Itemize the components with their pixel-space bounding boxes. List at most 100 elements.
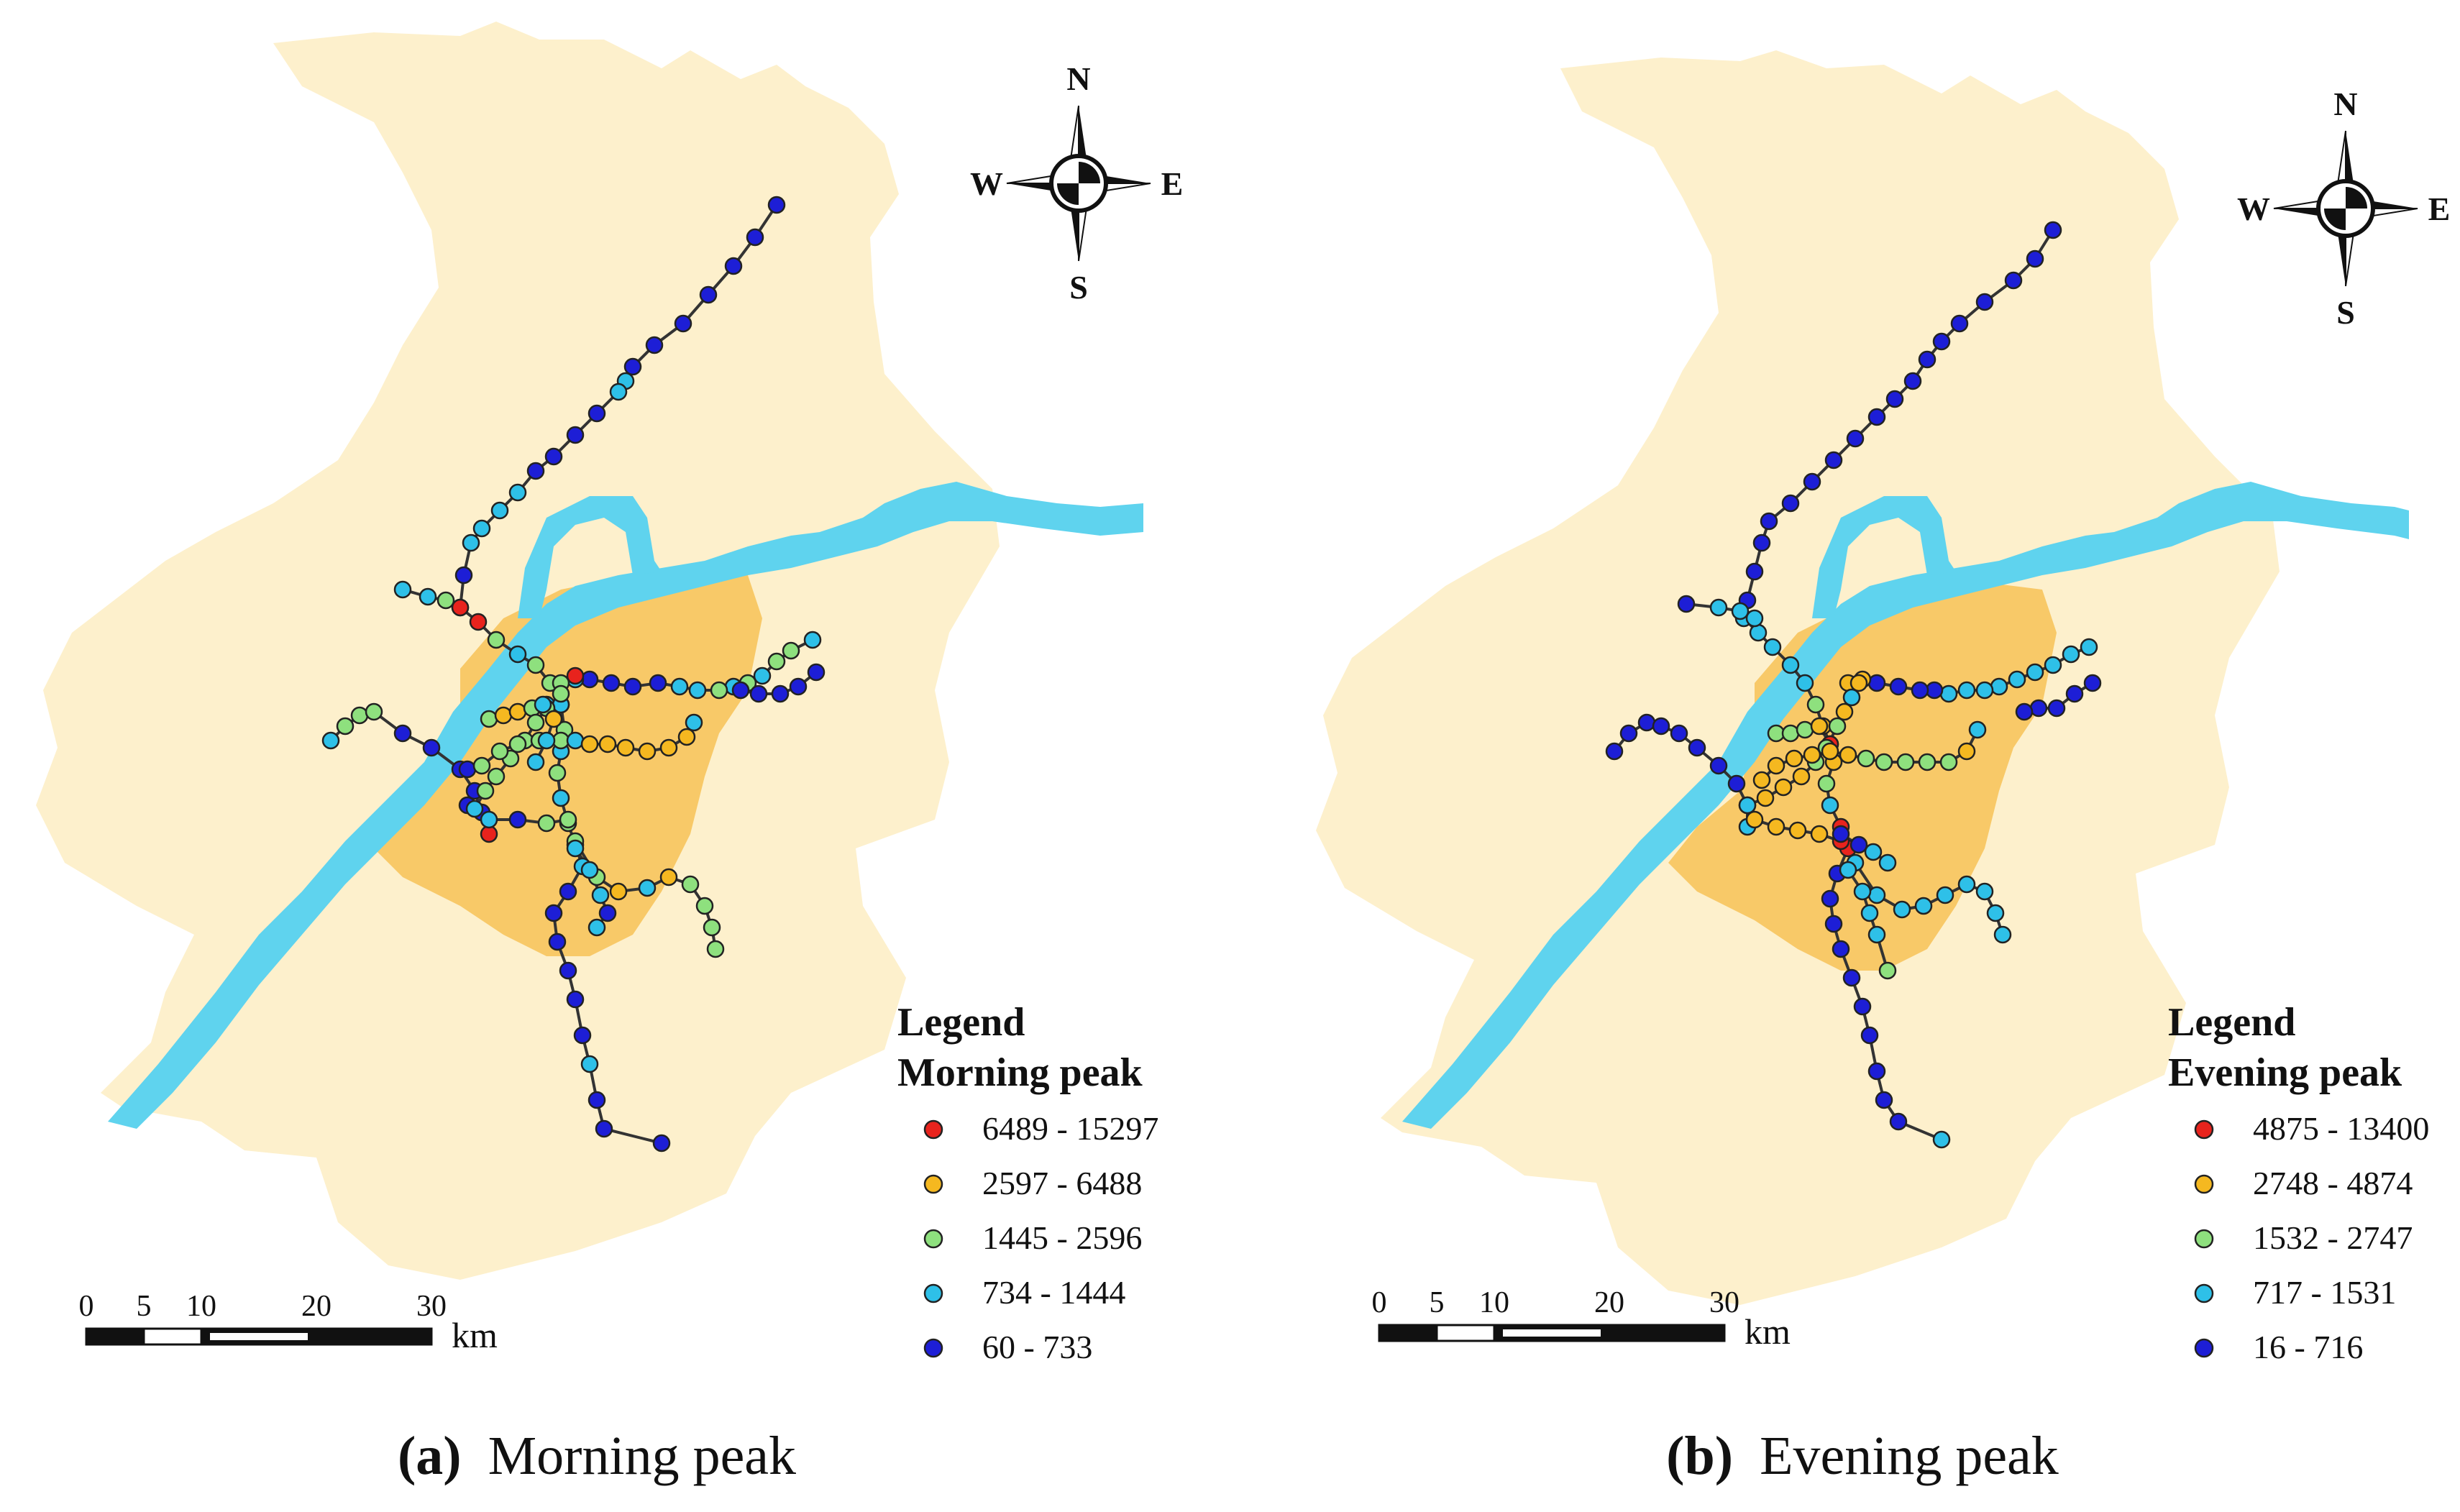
- scale-segment-inner: [148, 1333, 197, 1340]
- scale-tick-label: 5: [137, 1290, 152, 1323]
- station-marker: [1752, 771, 1771, 789]
- station-marker: [703, 918, 721, 937]
- station-marker: [1817, 774, 1836, 793]
- scale-tick-label: 5: [1430, 1286, 1445, 1319]
- station-marker: [1781, 656, 1800, 674]
- compass-quadrant: [1079, 162, 1100, 183]
- station-marker: [508, 735, 527, 753]
- station-marker: [1975, 882, 1994, 901]
- station-marker: [1939, 753, 1958, 771]
- station-marker: [552, 684, 570, 703]
- station-marker: [1760, 512, 1778, 531]
- legend-swatch: [2194, 1174, 2214, 1194]
- station-marker: [1605, 742, 1624, 761]
- station-marker: [1889, 677, 1908, 696]
- station-marker: [1950, 314, 1969, 333]
- caption-letter: (b): [1666, 1426, 1733, 1486]
- station-marker: [566, 426, 585, 444]
- station-marker: [1975, 293, 1994, 311]
- station-marker: [1745, 562, 1764, 581]
- station-marker: [1781, 494, 1800, 513]
- station-marker: [1875, 1091, 1893, 1109]
- legend-swatch: [923, 1338, 943, 1358]
- stations: [1605, 221, 2102, 1149]
- station-marker: [595, 1119, 613, 1138]
- station-marker: [548, 764, 567, 782]
- station-marker: [1806, 695, 1825, 714]
- scale-segment-inner: [1441, 1329, 1490, 1337]
- station-marker: [1990, 677, 2008, 696]
- station-marker: [580, 1055, 599, 1073]
- station-marker: [422, 738, 441, 757]
- scale-unit-label: km: [452, 1315, 498, 1355]
- station-marker: [587, 918, 606, 937]
- map-legend: Legend Evening peak 4875 - 13400 2748 - 4…: [2168, 1000, 2429, 1365]
- legend-title: Legend: [897, 1000, 1025, 1045]
- station-marker: [2083, 674, 2102, 692]
- station-marker: [580, 735, 599, 753]
- station-marker: [1832, 825, 1850, 843]
- station-marker: [552, 789, 570, 807]
- station-marker: [623, 357, 642, 376]
- station-marker: [587, 404, 606, 423]
- scale-segment-inner: [1503, 1329, 1601, 1337]
- station-marker: [487, 631, 506, 649]
- station-marker: [1867, 674, 1886, 692]
- station-marker: [1932, 332, 1951, 351]
- station-marker: [1821, 889, 1839, 908]
- station-marker: [1849, 835, 1868, 854]
- scale-tick-label: 10: [1479, 1286, 1509, 1319]
- station-marker: [1763, 638, 1782, 656]
- compass-west-label: W: [2237, 191, 2270, 227]
- compass-south-label: S: [2336, 294, 2355, 331]
- station-marker: [1878, 853, 1897, 872]
- station-marker: [566, 990, 585, 1009]
- station-marker: [1803, 472, 1821, 491]
- station-marker: [674, 314, 692, 333]
- legend-swatch: [923, 1229, 943, 1249]
- station-marker: [2015, 702, 2034, 721]
- station-marker: [746, 228, 764, 247]
- station-marker: [807, 663, 826, 682]
- urban-core-area: [374, 568, 762, 956]
- station-marker: [623, 677, 642, 696]
- urban-core-area: [1668, 582, 2057, 971]
- station-marker: [336, 717, 355, 736]
- station-marker: [609, 382, 628, 401]
- station-marker: [537, 814, 556, 833]
- station-marker: [454, 566, 473, 585]
- station-marker: [2008, 670, 2026, 689]
- scale-segment: [85, 1327, 145, 1346]
- station-marker: [1785, 749, 1803, 768]
- station-marker: [1889, 1112, 1908, 1131]
- station-marker: [685, 713, 703, 732]
- station-marker: [1745, 810, 1764, 829]
- legend-swatch: [923, 1174, 943, 1194]
- station-marker: [419, 587, 437, 606]
- station-marker: [695, 897, 714, 915]
- station-marker: [767, 652, 786, 671]
- station-marker: [681, 875, 700, 894]
- station-marker: [724, 257, 743, 275]
- station-marker: [677, 728, 696, 746]
- compass-west-label: W: [970, 165, 1003, 202]
- station-marker: [1878, 961, 1897, 980]
- station-marker: [487, 767, 506, 786]
- legend-item-label: 6489 - 15297: [982, 1110, 1158, 1147]
- legend-item-label: 4875 - 13400: [2253, 1110, 2429, 1147]
- station-marker: [652, 1134, 671, 1153]
- river-loop: [1812, 496, 1956, 618]
- station-marker: [1853, 882, 1872, 901]
- station-marker: [537, 731, 556, 750]
- compass-east-label: E: [2428, 191, 2451, 227]
- panel-morning-peak: N S E W Legend Morning peak 6489 - 15297…: [36, 22, 1183, 1486]
- scale-segment: [1378, 1324, 1438, 1342]
- station-marker: [1619, 724, 1638, 743]
- station-marker: [2044, 221, 2062, 239]
- compass-north-label: N: [1066, 60, 1090, 97]
- station-marker: [803, 631, 822, 649]
- station-marker: [1756, 789, 1775, 807]
- station-marker: [782, 641, 800, 660]
